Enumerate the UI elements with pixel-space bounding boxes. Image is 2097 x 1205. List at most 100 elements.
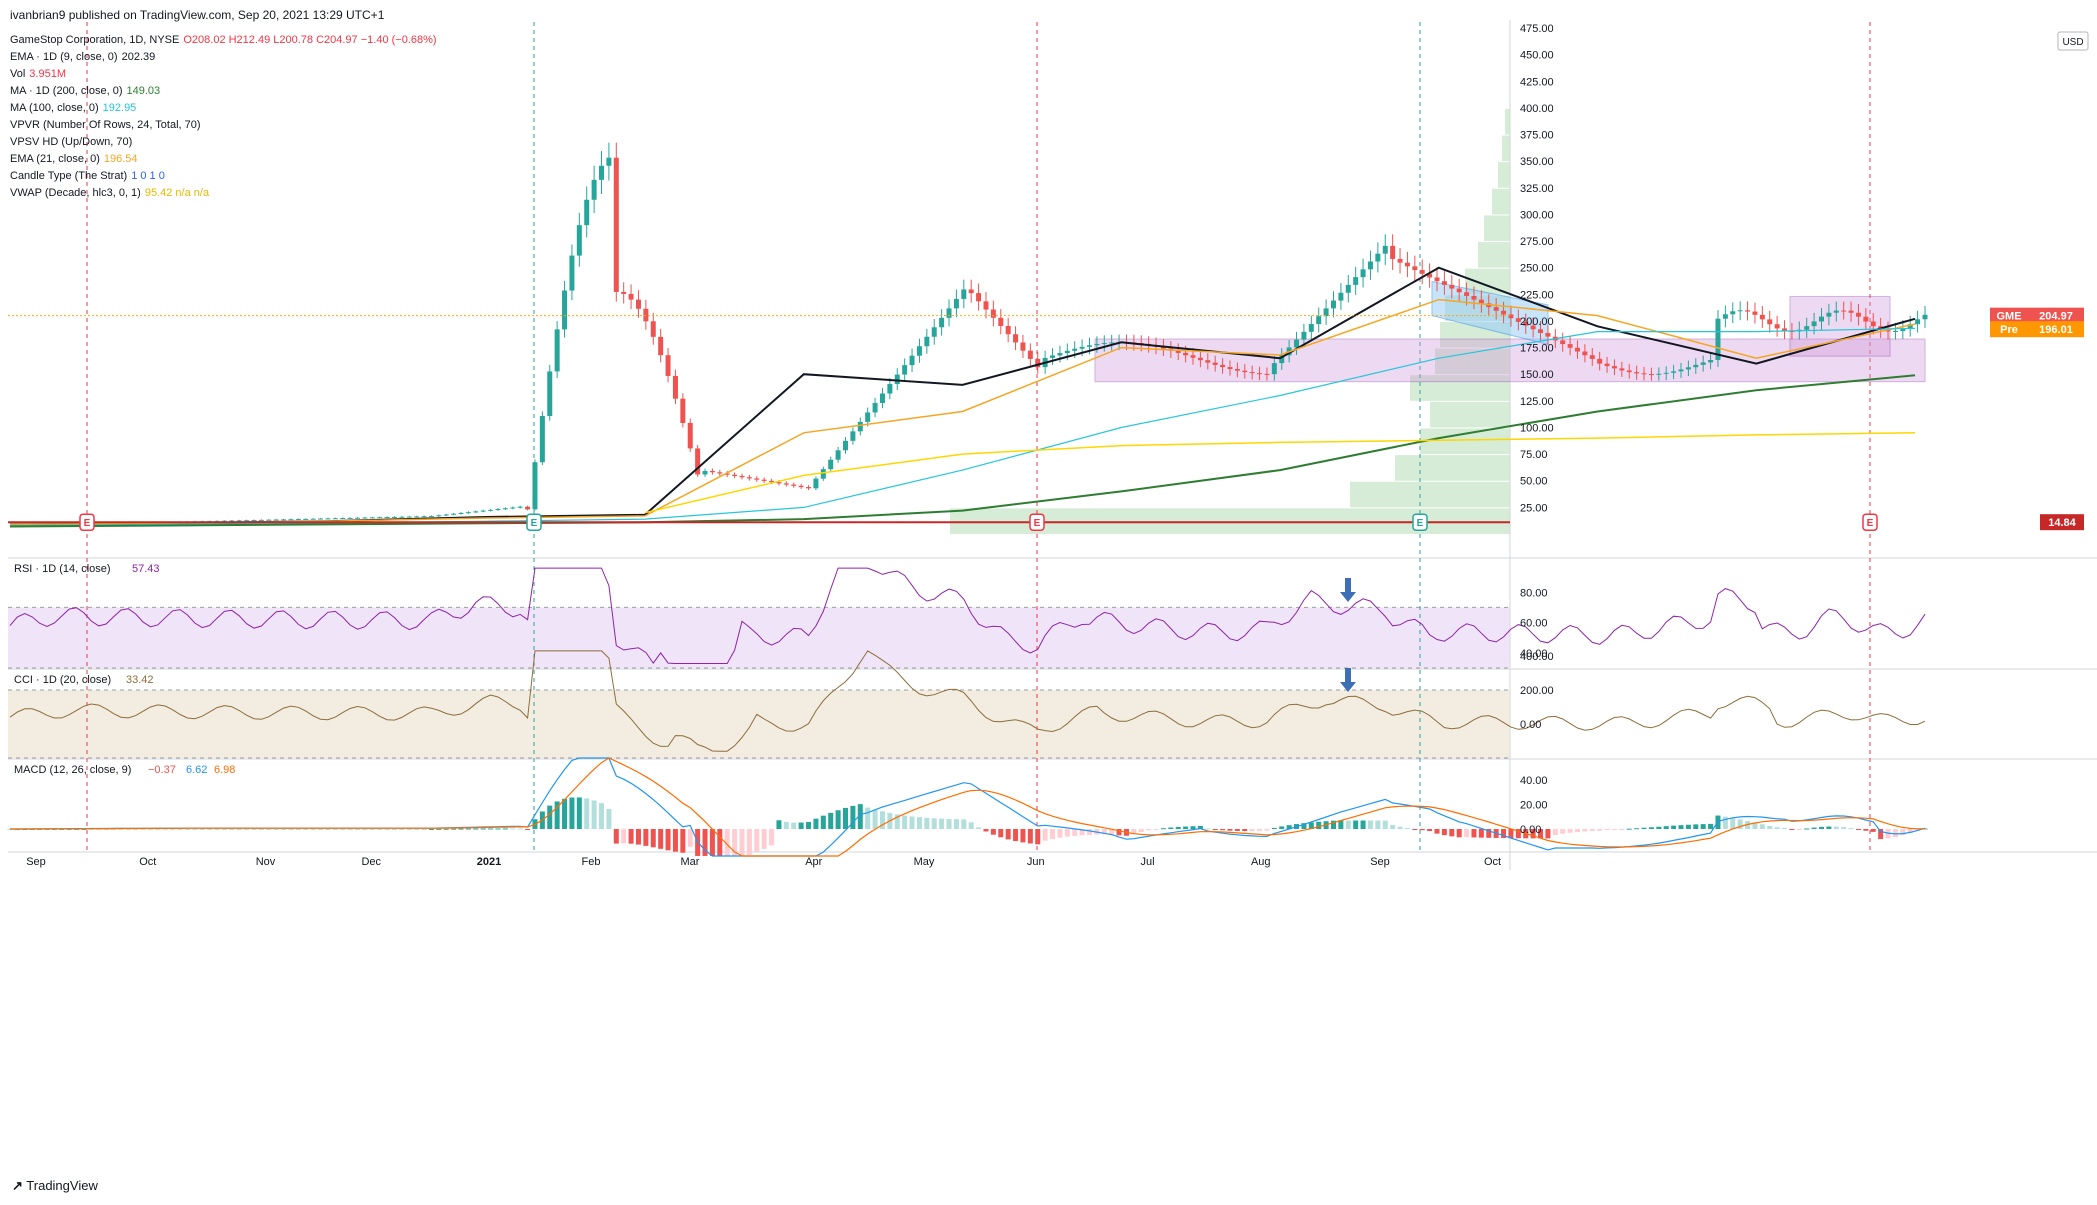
candle-body[interactable]: [458, 512, 464, 514]
candle-body[interactable]: [1345, 284, 1351, 293]
candle-body[interactable]: [1560, 340, 1566, 345]
candle-body[interactable]: [1737, 310, 1743, 312]
candle-body[interactable]: [1264, 373, 1270, 375]
candle-body[interactable]: [1279, 355, 1285, 364]
candle-body[interactable]: [584, 199, 590, 226]
candle-body[interactable]: [1641, 373, 1647, 375]
candle-body[interactable]: [1027, 350, 1033, 359]
candle-body[interactable]: [961, 289, 967, 299]
candle-body[interactable]: [998, 317, 1004, 327]
candle-body[interactable]: [1574, 347, 1580, 352]
candle-body[interactable]: [1848, 310, 1854, 313]
candle-body[interactable]: [391, 516, 397, 518]
candle-body[interactable]: [436, 515, 442, 517]
candle-body[interactable]: [680, 398, 686, 423]
candle-body[interactable]: [1604, 363, 1610, 367]
candle-body[interactable]: [428, 516, 434, 518]
candle-body[interactable]: [1427, 273, 1433, 278]
candle-body[interactable]: [843, 440, 849, 451]
candle-body[interactable]: [1870, 321, 1876, 327]
candle-body[interactable]: [369, 517, 375, 519]
candle-body[interactable]: [1567, 344, 1573, 348]
earnings-marker[interactable]: [1029, 513, 1045, 531]
candle-body[interactable]: [1811, 321, 1817, 327]
candle-body[interactable]: [532, 462, 538, 510]
candle-body[interactable]: [591, 179, 597, 200]
candle-body[interactable]: [709, 471, 715, 473]
candle-body[interactable]: [1220, 364, 1226, 368]
candle-body[interactable]: [1257, 373, 1263, 375]
candle-body[interactable]: [1419, 270, 1425, 274]
candle-body[interactable]: [1197, 357, 1203, 361]
earnings-marker[interactable]: [79, 513, 95, 531]
candle-body[interactable]: [1050, 355, 1056, 358]
candle-body[interactable]: [1323, 308, 1329, 317]
candle-body[interactable]: [672, 375, 678, 399]
candle-body[interactable]: [480, 510, 486, 512]
candle-body[interactable]: [1538, 329, 1544, 333]
candle-body[interactable]: [939, 317, 945, 328]
candle-body[interactable]: [1382, 245, 1388, 254]
currency-box[interactable]: [2057, 31, 2089, 51]
candle-body[interactable]: [1464, 292, 1470, 296]
candle-body[interactable]: [1774, 324, 1780, 329]
candle-body[interactable]: [1316, 316, 1322, 325]
candle-body[interactable]: [399, 516, 405, 518]
candle-body[interactable]: [1086, 345, 1092, 347]
candle-body[interactable]: [1072, 348, 1078, 351]
candle-body[interactable]: [236, 520, 242, 522]
candle-body[interactable]: [1271, 363, 1277, 375]
candle-body[interactable]: [1471, 295, 1477, 300]
candle-body[interactable]: [879, 393, 885, 403]
candle-body[interactable]: [1611, 366, 1617, 369]
candle-body[interactable]: [576, 225, 582, 256]
candle-body[interactable]: [554, 329, 560, 372]
candle-body[interactable]: [569, 255, 575, 291]
candle-body[interactable]: [1308, 324, 1314, 332]
candle-body[interactable]: [1242, 370, 1248, 373]
candle-body[interactable]: [820, 469, 826, 479]
candle-body[interactable]: [1530, 325, 1536, 330]
candle-body[interactable]: [732, 474, 738, 476]
candle-body[interactable]: [968, 289, 974, 294]
candle-body[interactable]: [1818, 316, 1824, 322]
candle-body[interactable]: [769, 480, 775, 483]
candle-body[interactable]: [406, 516, 412, 518]
candle-body[interactable]: [288, 519, 294, 521]
candle-body[interactable]: [1064, 350, 1070, 354]
legend-row[interactable]: MA · 1D (200, close, 0) 149.03: [10, 85, 160, 97]
candle-body[interactable]: [1892, 331, 1898, 333]
candle-body[interactable]: [1360, 269, 1366, 278]
candle-body[interactable]: [1005, 326, 1011, 335]
candle-body[interactable]: [362, 517, 368, 519]
legend-row[interactable]: VPSV HD (Up/Down, 70): [10, 136, 132, 148]
candle-body[interactable]: [562, 290, 568, 330]
candle-body[interactable]: [702, 471, 708, 475]
candle-body[interactable]: [1249, 372, 1255, 374]
candle-body[interactable]: [865, 412, 871, 422]
candle-body[interactable]: [1700, 362, 1706, 365]
legend-row[interactable]: GameStop Corporation, 1D, NYSE O208.02 H2…: [10, 34, 437, 46]
candle-body[interactable]: [916, 346, 922, 356]
candle-body[interactable]: [251, 520, 257, 522]
candle-body[interactable]: [318, 518, 324, 520]
candle-body[interactable]: [1353, 277, 1359, 285]
candle-body[interactable]: [635, 299, 641, 309]
legend-row[interactable]: Candle Type (The Strat) 1 0 1 0: [10, 170, 165, 182]
candle-body[interactable]: [1397, 258, 1403, 263]
candle-body[interactable]: [1501, 310, 1507, 315]
candle-body[interactable]: [1626, 370, 1632, 373]
candle-body[interactable]: [325, 518, 331, 520]
candle-body[interactable]: [488, 509, 494, 511]
candle-body[interactable]: [1907, 324, 1913, 329]
candle-body[interactable]: [1922, 314, 1928, 320]
candle-body[interactable]: [1175, 350, 1181, 353]
candle-body[interactable]: [421, 516, 427, 518]
candle-body[interactable]: [303, 518, 309, 520]
candle-body[interactable]: [857, 421, 863, 432]
earnings-marker[interactable]: [1862, 513, 1878, 531]
candle-body[interactable]: [1663, 372, 1669, 374]
candle-body[interactable]: [1205, 360, 1211, 363]
candle-body[interactable]: [776, 482, 782, 484]
candle-body[interactable]: [894, 374, 900, 385]
